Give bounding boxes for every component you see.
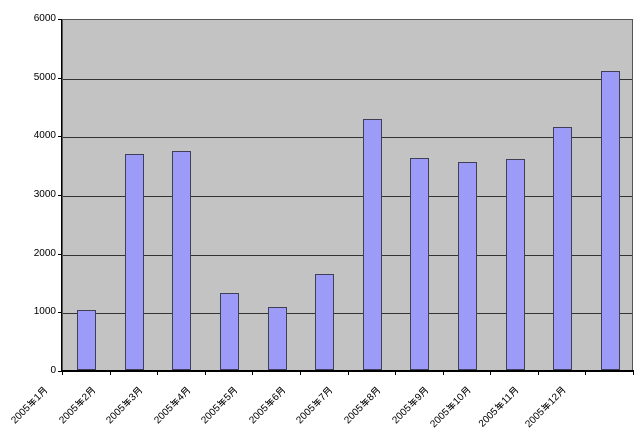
bar-month-12 bbox=[600, 71, 620, 370]
x-axis-label: 20059 bbox=[390, 385, 432, 426]
x-axis-tick bbox=[633, 372, 634, 375]
x-axis-tick bbox=[585, 372, 586, 375]
x-axis-tick bbox=[300, 372, 301, 375]
x-axis-label: 20052 bbox=[57, 385, 99, 426]
y-axis-label: 2000 bbox=[33, 247, 56, 259]
x-axis-tick bbox=[490, 372, 491, 375]
kanji-month-glyph bbox=[418, 386, 428, 397]
kanji-year-glyph bbox=[264, 398, 275, 407]
gridline-4000 bbox=[63, 137, 632, 138]
gridline-5000 bbox=[63, 79, 632, 80]
kanji-month-glyph bbox=[133, 386, 143, 397]
x-axis-line bbox=[61, 370, 634, 372]
bar-month-6 bbox=[315, 274, 335, 370]
bar-month-7 bbox=[362, 119, 382, 370]
y-axis-label: 0 bbox=[50, 365, 56, 376]
kanji-year-glyph bbox=[217, 398, 227, 407]
kanji-year-glyph bbox=[74, 398, 84, 407]
x-axis-tick bbox=[62, 372, 63, 375]
bar-month-5 bbox=[267, 307, 287, 370]
x-axis-tick bbox=[443, 372, 444, 375]
kanji-year-glyph bbox=[312, 398, 322, 407]
gridline-2000 bbox=[63, 255, 632, 256]
x-axis-label: 20057 bbox=[295, 385, 337, 426]
x-axis-label: 20058 bbox=[342, 385, 384, 426]
y-axis-label: 3000 bbox=[33, 189, 56, 200]
x-axis-label: 20051 bbox=[9, 385, 51, 426]
bar-month-1 bbox=[77, 310, 97, 370]
kanji-month-glyph bbox=[509, 386, 519, 397]
x-axis-tick bbox=[157, 372, 158, 375]
bar-month-10 bbox=[505, 159, 525, 370]
kanji-month-glyph bbox=[228, 386, 238, 397]
kanji-month-glyph bbox=[460, 386, 470, 397]
y-axis-tick bbox=[58, 312, 61, 313]
y-axis-tick bbox=[58, 19, 61, 20]
kanji-year-glyph bbox=[540, 402, 551, 411]
x-axis-label: 20054 bbox=[152, 385, 194, 426]
kanji-year-glyph bbox=[494, 401, 504, 411]
kanji-year-glyph bbox=[407, 398, 418, 407]
y-axis-label: 4000 bbox=[33, 130, 56, 142]
y-axis-tick bbox=[58, 78, 61, 79]
x-axis-tick bbox=[205, 372, 206, 375]
bar-month-9 bbox=[457, 162, 477, 370]
y-axis-label: 1000 bbox=[33, 306, 56, 318]
kanji-month-glyph bbox=[37, 386, 48, 397]
y-axis-label: 5000 bbox=[33, 71, 56, 83]
kanji-month-glyph bbox=[371, 386, 381, 397]
y-axis-tick bbox=[58, 136, 61, 137]
gridline-3000 bbox=[63, 196, 632, 197]
bar-month-8 bbox=[410, 158, 430, 370]
kanji-year-glyph bbox=[169, 398, 180, 407]
bar-month-11 bbox=[553, 127, 573, 370]
y-axis-tick bbox=[58, 195, 61, 196]
kanji-month-glyph bbox=[323, 386, 333, 397]
x-axis-tick bbox=[395, 372, 396, 375]
kanji-month-glyph bbox=[555, 386, 566, 397]
y-axis-label: 6000 bbox=[33, 13, 56, 24]
x-axis-tick bbox=[348, 372, 349, 375]
kanji-year-glyph bbox=[445, 402, 456, 411]
x-axis-tick bbox=[538, 372, 539, 375]
kanji-month-glyph bbox=[180, 386, 190, 397]
kanji-year-glyph bbox=[122, 398, 132, 407]
bar-month-2 bbox=[124, 154, 144, 370]
x-axis-tick bbox=[110, 372, 111, 375]
plot-area bbox=[62, 19, 633, 371]
kanji-month-glyph bbox=[85, 386, 95, 397]
x-axis-label: 20056 bbox=[247, 385, 289, 426]
y-axis-tick bbox=[58, 254, 61, 255]
kanji-month-glyph bbox=[275, 386, 286, 397]
y-axis-tick bbox=[58, 371, 61, 372]
gridline-1000 bbox=[63, 313, 632, 314]
x-axis-label: 200510 bbox=[428, 385, 474, 430]
y-axis-line bbox=[61, 19, 62, 372]
bar-month-4 bbox=[220, 293, 240, 370]
kanji-year-glyph bbox=[359, 398, 370, 407]
x-axis-label: 200511 bbox=[477, 385, 522, 430]
x-axis-label: 20055 bbox=[200, 385, 242, 426]
x-axis-label: 200512 bbox=[523, 385, 569, 430]
kanji-year-glyph bbox=[26, 398, 37, 407]
x-axis-label: 20053 bbox=[104, 385, 146, 426]
x-axis-tick bbox=[252, 372, 253, 375]
bar-month-3 bbox=[172, 151, 192, 370]
